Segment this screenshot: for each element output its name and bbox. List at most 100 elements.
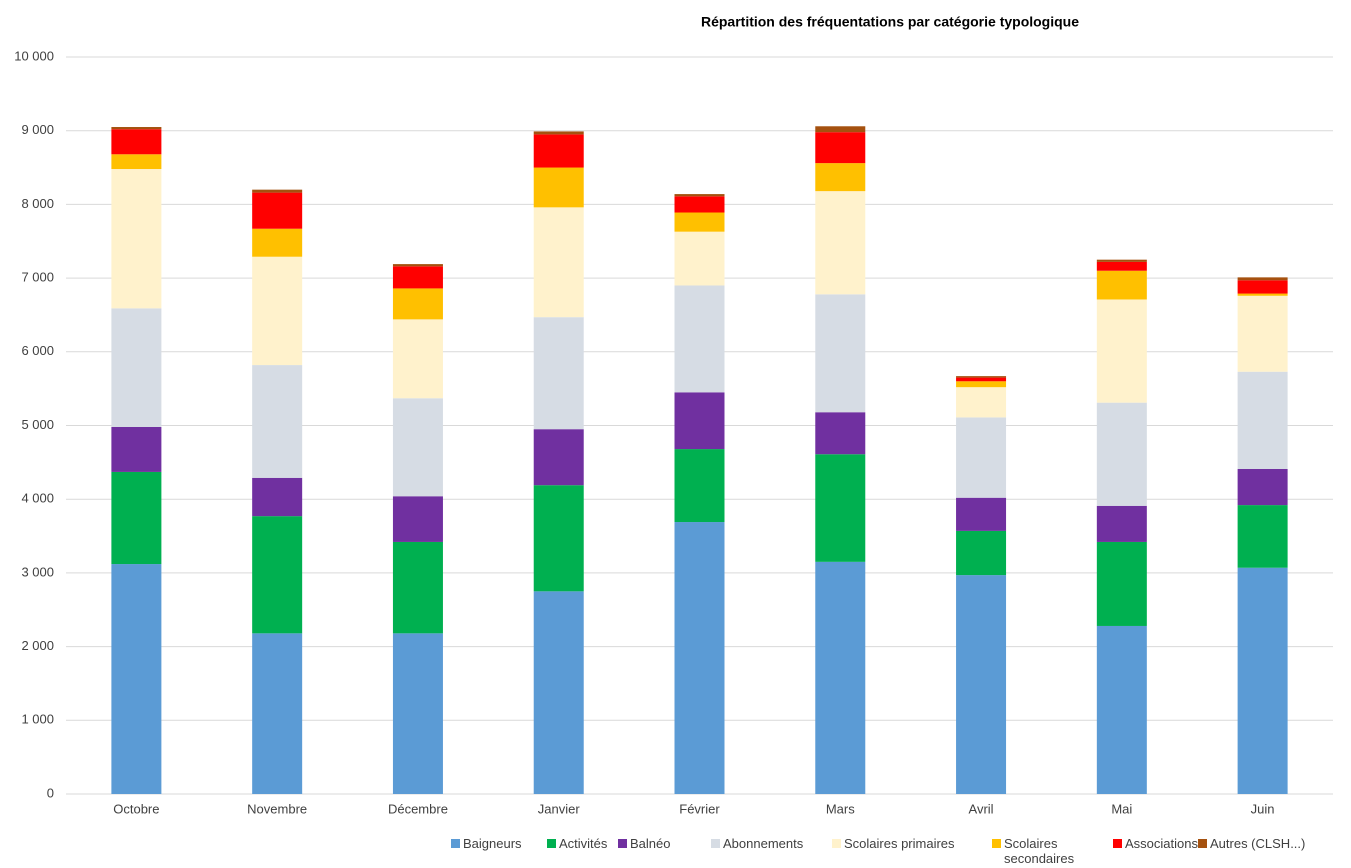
- bar-segment: [815, 191, 866, 295]
- bar-segment: [392, 266, 443, 289]
- bar-segment: [1237, 293, 1288, 296]
- bar-segment: [674, 196, 725, 213]
- x-tick-label: Juin: [1251, 801, 1275, 816]
- bar-segment: [1096, 505, 1147, 542]
- legend-item: Associations: [1113, 836, 1198, 851]
- y-tick-label: 3 000: [21, 564, 54, 579]
- legend-swatch: [451, 839, 460, 848]
- bar-segment: [674, 522, 725, 794]
- bar-segment: [956, 381, 1007, 388]
- legend-item: Abonnements: [711, 836, 803, 851]
- legend-item: Activités: [547, 836, 607, 851]
- bar-segment: [392, 288, 443, 320]
- chart: Répartition des fréquentations par catég…: [14, 14, 1333, 816]
- legend-label: Baigneurs: [463, 836, 522, 851]
- bar-segment: [674, 449, 725, 523]
- x-tick-label: Février: [679, 801, 720, 816]
- bar-segment: [252, 192, 303, 229]
- bar-segment: [1237, 277, 1288, 281]
- y-tick-label: 1 000: [21, 712, 54, 727]
- bar-segment: [252, 516, 303, 634]
- x-tick-label: Mars: [826, 801, 855, 816]
- bar-segment: [533, 591, 584, 794]
- bar-segment: [956, 417, 1007, 498]
- chart-title: Répartition des fréquentations par catég…: [701, 14, 1079, 30]
- bar-segment: [252, 228, 303, 257]
- x-tick-label: Décembre: [388, 801, 448, 816]
- bar-segment: [956, 377, 1007, 382]
- bar-segment: [111, 129, 162, 155]
- y-tick-label: 5 000: [21, 417, 54, 432]
- legend-swatch: [832, 839, 841, 848]
- bar-segment: [1237, 468, 1288, 506]
- y-tick-label: 9 000: [21, 122, 54, 137]
- bar-segment: [533, 207, 584, 318]
- legend-swatch: [547, 839, 556, 848]
- bar-segment: [1237, 280, 1288, 294]
- bar-segment: [533, 317, 584, 430]
- y-tick-label: 2 000: [21, 638, 54, 653]
- bar-segment: [392, 398, 443, 497]
- bar-segment: [815, 132, 866, 164]
- bar-segment: [674, 392, 725, 450]
- bar-segment: [815, 294, 866, 413]
- bar-segment: [674, 231, 725, 286]
- bar-segment: [815, 163, 866, 192]
- bar-segment: [392, 319, 443, 399]
- bar-segment: [111, 426, 162, 472]
- bar-segment: [815, 126, 866, 133]
- bar-segment: [111, 564, 162, 794]
- legend-label: Activités: [559, 836, 608, 851]
- bar-segment: [1237, 295, 1288, 372]
- x-tick-label: Avril: [969, 801, 994, 816]
- legend-item: Autres (CLSH...): [1198, 836, 1305, 851]
- legend-item: Balnéo: [618, 836, 670, 851]
- bar-segment: [674, 212, 725, 232]
- x-tick-label: Mai: [1111, 801, 1132, 816]
- bar-segment: [533, 429, 584, 486]
- bar-segment: [111, 169, 162, 309]
- legend-swatch: [711, 839, 720, 848]
- legend-label: Abonnements: [723, 836, 804, 851]
- bar-segment: [533, 485, 584, 592]
- legend-label: Scolaires secondaires: [1004, 836, 1075, 866]
- y-tick-label: 10 000: [14, 48, 54, 63]
- bar-segment: [392, 496, 443, 542]
- legend-swatch: [1198, 839, 1207, 848]
- x-tick-label: Octobre: [113, 801, 159, 816]
- bar-segment: [1096, 261, 1147, 271]
- legend-label: Scolaires primaires: [844, 836, 955, 851]
- bar-segment: [674, 285, 725, 393]
- bar-segment: [533, 134, 584, 168]
- bar-segment: [956, 575, 1007, 794]
- bar-segment: [533, 131, 584, 135]
- bar-segment: [111, 127, 162, 130]
- bar-segment: [1237, 567, 1288, 794]
- bar-segment: [815, 454, 866, 562]
- bar-segment: [1096, 259, 1147, 262]
- bar-segment: [956, 530, 1007, 576]
- bar-segment: [815, 561, 866, 794]
- y-tick-label: 8 000: [21, 196, 54, 211]
- y-tick-label: 7 000: [21, 270, 54, 285]
- x-tick-label: Novembre: [247, 801, 307, 816]
- legend-swatch: [618, 839, 627, 848]
- y-tick-label: 4 000: [21, 491, 54, 506]
- bar-segment: [392, 264, 443, 267]
- bar-segment: [1237, 505, 1288, 568]
- bar-segment: [111, 471, 162, 565]
- bar-segment: [1237, 371, 1288, 469]
- bar-segment: [111, 308, 162, 427]
- bar-segment: [815, 412, 866, 455]
- legend-item: Scolaires secondaires: [992, 836, 1084, 866]
- bar-segment: [1096, 299, 1147, 403]
- legend-swatch: [992, 839, 1001, 848]
- legend-item: Scolaires primaires: [832, 836, 955, 851]
- bar-segment: [956, 497, 1007, 531]
- bar-segment: [252, 365, 303, 478]
- legend-swatch: [1113, 839, 1122, 848]
- legend-label: Balnéo: [630, 836, 671, 851]
- bar-segment: [392, 541, 443, 634]
- bar-segment: [956, 376, 1007, 378]
